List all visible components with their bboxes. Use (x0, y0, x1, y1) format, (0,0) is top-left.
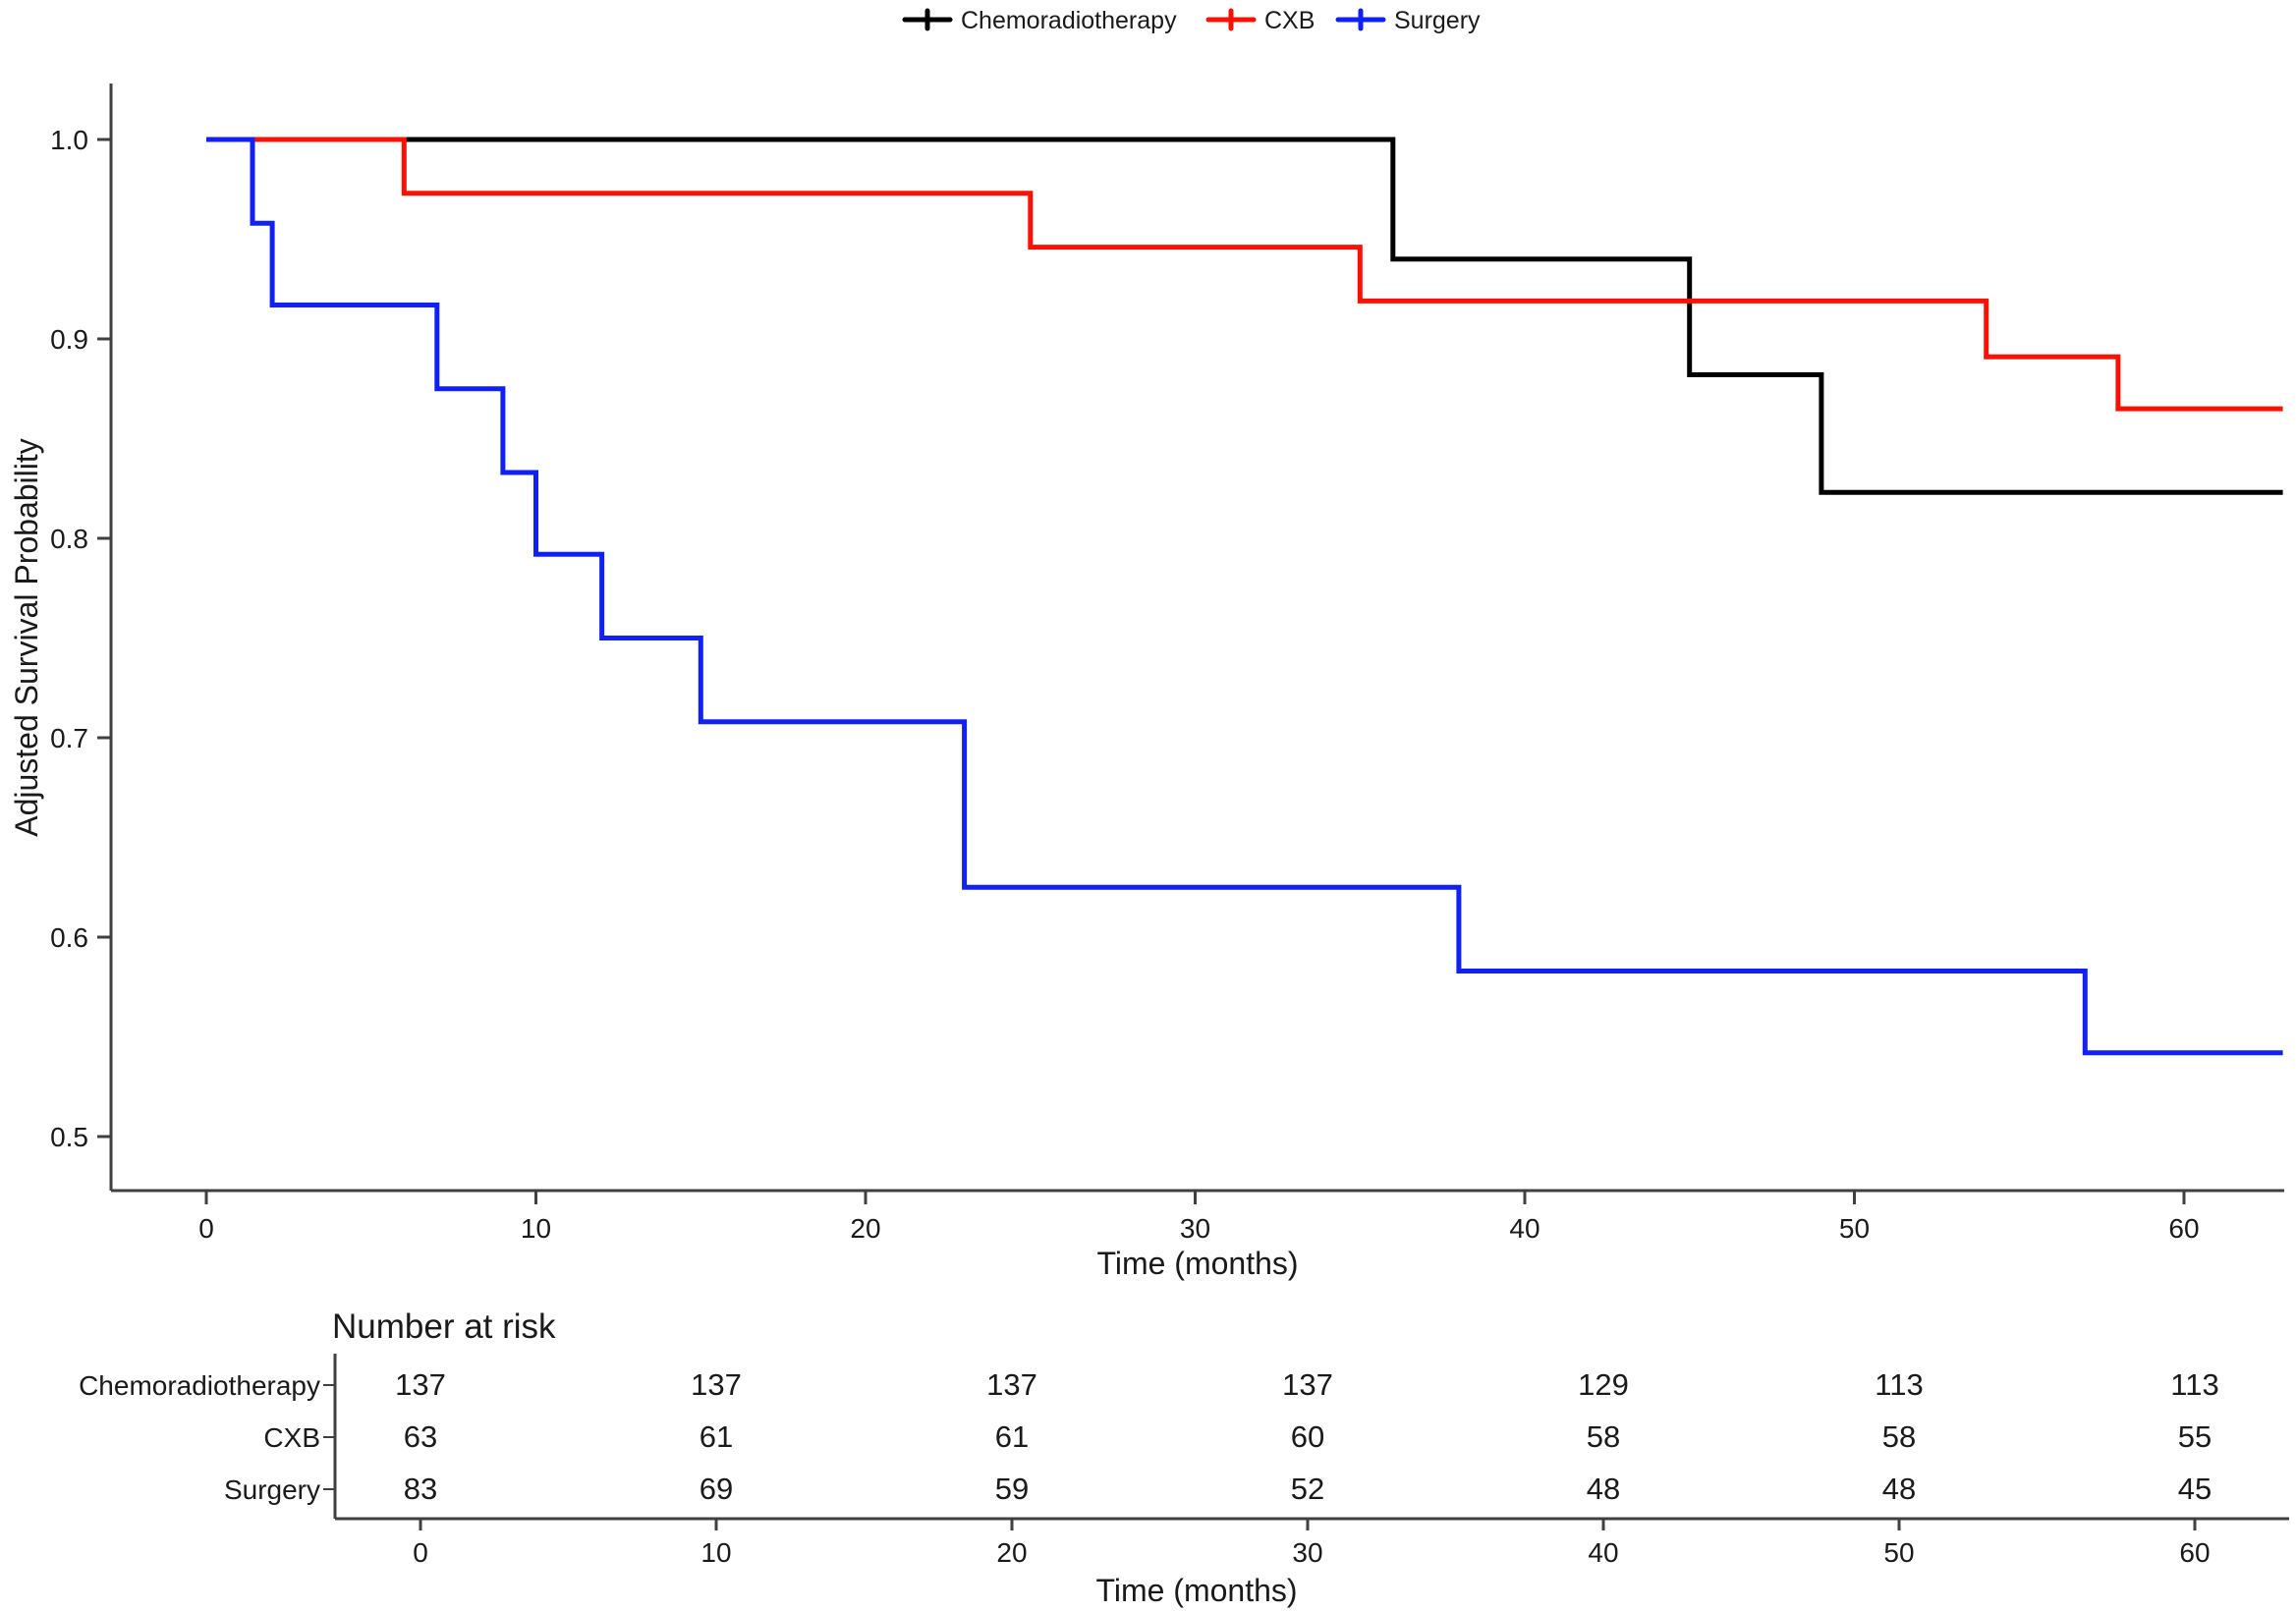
y-tick-label: 0.5 (50, 1122, 88, 1152)
survival-curve-surgery (206, 137, 2283, 1056)
risk-row-label-chemoradiotherapy: Chemoradiotherapy (79, 1370, 320, 1401)
risk-value-cxb-t30: 60 (1291, 1419, 1324, 1454)
x-tick-label: 40 (1509, 1213, 1540, 1244)
risk-value-surgery-t40: 48 (1587, 1472, 1620, 1506)
risk-value-chemoradiotherapy-t20: 137 (986, 1367, 1037, 1402)
risk-x-tick-label: 60 (2179, 1537, 2210, 1568)
risk-x-tick-label: 30 (1292, 1537, 1322, 1568)
x-tick-label: 20 (850, 1213, 880, 1244)
risk-row-label-surgery: Surgery (224, 1474, 320, 1505)
risk-value-chemoradiotherapy-t60: 113 (2170, 1367, 2218, 1402)
survival-curves (206, 137, 2283, 1056)
risk-table-row-labels: Chemoradiotherapy CXB Surgery (79, 1370, 335, 1505)
risk-value-chemoradiotherapy-t0: 137 (395, 1367, 446, 1402)
legend-item-cxb: CXB (1205, 7, 1315, 34)
legend-label-cxb: CXB (1264, 7, 1315, 34)
risk-row-label-cxb: CXB (263, 1422, 320, 1453)
risk-value-surgery-t10: 69 (700, 1472, 733, 1506)
x-tick-label: 60 (2168, 1213, 2199, 1244)
risk-value-surgery-t30: 52 (1291, 1472, 1324, 1506)
legend-label-chemoradiotherapy: Chemoradiotherapy (961, 7, 1177, 34)
y-tick-label: 0.7 (50, 723, 88, 753)
y-tick-label: 1.0 (50, 125, 88, 155)
risk-table-values: 137 137 137 137 129 113 113 63 61 61 60 58 58 55 83 69 5… (395, 1367, 2219, 1506)
risk-value-chemoradiotherapy-t30: 137 (1282, 1367, 1333, 1402)
risk-value-chemoradiotherapy-t40: 129 (1578, 1367, 1629, 1402)
risk-value-cxb-t0: 63 (404, 1419, 437, 1454)
x-tick-label: 0 (198, 1213, 214, 1244)
y-axis-ticks: 1.0 0.9 0.8 0.7 0.6 0.5 (50, 125, 111, 1152)
risk-x-tick-label: 50 (1883, 1537, 1914, 1568)
risk-table-axis-ticks: 0 10 20 30 40 50 60 (413, 1519, 2211, 1568)
risk-value-chemoradiotherapy-t50: 113 (1875, 1367, 1923, 1402)
risk-x-tick-label: 20 (996, 1537, 1027, 1568)
legend: Chemoradiotherapy CXB Surgery (902, 7, 1481, 34)
legend-label-surgery: Surgery (1394, 7, 1481, 34)
legend-item-surgery: Surgery (1335, 7, 1481, 34)
x-axis-ticks: 0 10 20 30 40 50 60 (198, 1191, 2200, 1244)
risk-value-surgery-t20: 59 (995, 1472, 1029, 1506)
risk-value-cxb-t10: 61 (700, 1419, 733, 1454)
risk-x-tick-label: 0 (413, 1537, 428, 1568)
risk-table-x-axis-title: Time (months) (1095, 1573, 1297, 1608)
y-tick-label: 0.6 (50, 922, 88, 953)
risk-value-surgery-t0: 83 (404, 1472, 437, 1506)
y-tick-label: 0.8 (50, 524, 88, 554)
risk-value-surgery-t50: 48 (1882, 1472, 1916, 1506)
x-tick-label: 30 (1180, 1213, 1210, 1244)
x-axis-title: Time (months) (1096, 1246, 1298, 1281)
survival-curve-cxb (206, 137, 2283, 412)
risk-value-surgery-t60: 45 (2178, 1472, 2212, 1506)
risk-value-cxb-t50: 58 (1882, 1419, 1916, 1454)
risk-value-cxb-t20: 61 (995, 1419, 1029, 1454)
risk-value-cxb-t60: 55 (2178, 1419, 2212, 1454)
risk-value-cxb-t40: 58 (1587, 1419, 1620, 1454)
survival-curve-chemoradiotherapy (206, 137, 2283, 495)
risk-value-chemoradiotherapy-t10: 137 (691, 1367, 742, 1402)
risk-x-tick-label: 10 (700, 1537, 731, 1568)
x-tick-label: 10 (521, 1213, 551, 1244)
y-axis-title: Adjusted Survival Probability (9, 438, 44, 837)
x-tick-label: 50 (1839, 1213, 1870, 1244)
risk-x-tick-label: 40 (1588, 1537, 1618, 1568)
risk-table-title: Number at risk (332, 1307, 556, 1346)
y-tick-label: 0.9 (50, 324, 88, 355)
legend-item-chemoradiotherapy: Chemoradiotherapy (902, 7, 1177, 34)
